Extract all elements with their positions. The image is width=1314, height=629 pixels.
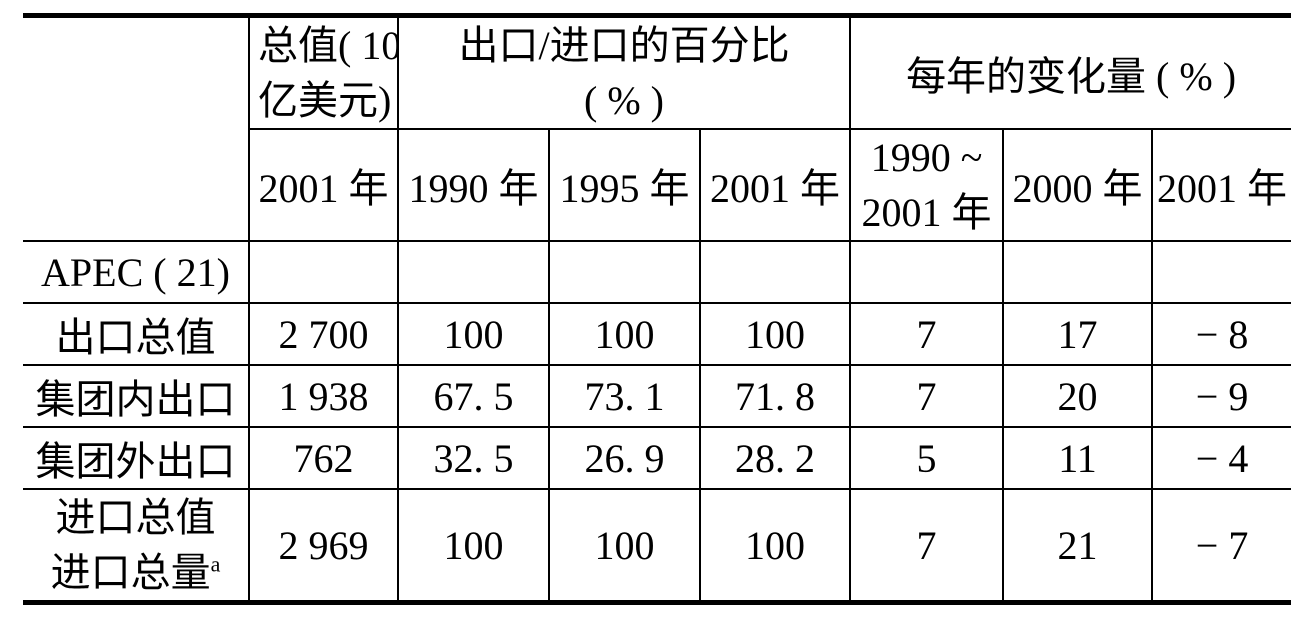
table-row-total-exports: 出口总值 2 700 100 100 100 7 17 − 8 — [23, 302, 1292, 366]
header-group-percentage-line1: 出口/进口的百分比 — [458, 23, 790, 68]
row-label: 进口总值 进口总量a — [23, 488, 250, 604]
data-cell — [548, 240, 701, 304]
row-label-line2-text: 进口总量 — [50, 550, 211, 595]
header-year-pct-2001: 2001 年 — [698, 128, 852, 242]
corner-cell — [23, 14, 250, 242]
data-cell: 100 — [397, 488, 550, 604]
data-cell: 1 938 — [248, 364, 399, 428]
data-cell: − 7 — [1151, 488, 1292, 604]
header-row-years: 2001 年 1990 年 1995 年 2001 年 1990 ~ 2001 … — [23, 128, 1292, 242]
header-year-range-line1: 1990 ~ — [870, 135, 983, 180]
data-cell — [1151, 240, 1292, 304]
data-cell: 5 — [849, 426, 1005, 490]
header-total-value: 总值( 10 亿美元) — [248, 14, 399, 130]
data-cell: 32. 5 — [397, 426, 550, 490]
data-cell: 17 — [1002, 302, 1154, 366]
row-label-line2: 进口总量a — [23, 545, 247, 600]
data-cell — [849, 240, 1005, 304]
header-group-annual-change: 每年的变化量 ( % ) — [849, 14, 1292, 130]
data-cell: 11 — [1002, 426, 1154, 490]
header-total-value-line1: 总值( 10 — [258, 23, 398, 68]
data-cell: 762 — [248, 426, 399, 490]
data-cell: 100 — [397, 302, 550, 366]
table-row-total-imports: 进口总值 进口总量a 2 969 100 100 100 7 21 − 7 — [23, 488, 1292, 604]
table-row-apec: APEC ( 21) — [23, 240, 1292, 304]
data-cell: 2 700 — [248, 302, 399, 366]
data-cell — [1002, 240, 1154, 304]
apec-trade-table: 总值( 10 亿美元) 出口/进口的百分比 ( % ) 每年的变化量 ( % )… — [23, 13, 1292, 605]
data-cell: − 9 — [1151, 364, 1292, 428]
header-year-chg-2000: 2000 年 — [1002, 128, 1154, 242]
header-group-percentage: 出口/进口的百分比 ( % ) — [396, 14, 852, 130]
data-cell: − 4 — [1151, 426, 1292, 490]
table-row-extra-group-exports: 集团外出口 762 32. 5 26. 9 28. 2 5 11 − 4 — [23, 426, 1292, 490]
data-cell: 100 — [698, 488, 852, 604]
header-total-value-line2: 亿美元) — [258, 78, 392, 123]
data-cell: − 8 — [1151, 302, 1292, 366]
row-label: APEC ( 21) — [23, 240, 250, 304]
data-cell: 100 — [548, 302, 701, 366]
data-cell: 100 — [698, 302, 852, 366]
data-cell: 20 — [1002, 364, 1154, 428]
data-cell: 100 — [548, 488, 701, 604]
data-cell: 67. 5 — [397, 364, 550, 428]
header-year-chg-2001: 2001 年 — [1151, 128, 1292, 242]
data-cell: 7 — [849, 364, 1005, 428]
data-cell — [698, 240, 852, 304]
header-row-groups: 总值( 10 亿美元) 出口/进口的百分比 ( % ) 每年的变化量 ( % ) — [23, 14, 1292, 242]
header-year-pct-1995: 1995 年 — [548, 128, 701, 242]
header-year-pct-1990: 1990 年 — [397, 128, 550, 242]
data-cell: 21 — [1002, 488, 1154, 604]
data-cell: 28. 2 — [698, 426, 852, 490]
data-cell: 71. 8 — [698, 364, 852, 428]
header-group-percentage-line2: ( % ) — [584, 78, 664, 123]
table-row-intra-group-exports: 集团内出口 1 938 67. 5 73. 1 71. 8 7 20 − 9 — [23, 364, 1292, 428]
data-cell — [397, 240, 550, 304]
row-label-line1: 进口总值 — [55, 495, 216, 540]
row-label: 集团内出口 — [23, 364, 250, 428]
data-cell: 26. 9 — [548, 426, 701, 490]
row-label: 集团外出口 — [23, 426, 250, 490]
data-cell: 2 969 — [248, 488, 399, 604]
data-cell — [248, 240, 399, 304]
data-cell: 7 — [849, 302, 1005, 366]
header-year-total-2001: 2001 年 — [249, 128, 399, 242]
data-cell: 7 — [849, 488, 1005, 604]
data-cell: 73. 1 — [548, 364, 701, 428]
header-year-range-1990-2001: 1990 ~ 2001 年 — [849, 128, 1005, 242]
header-year-range-line2: 2001 年 — [861, 190, 992, 235]
row-label: 出口总值 — [23, 302, 250, 366]
footnote-marker: a — [210, 551, 221, 577]
